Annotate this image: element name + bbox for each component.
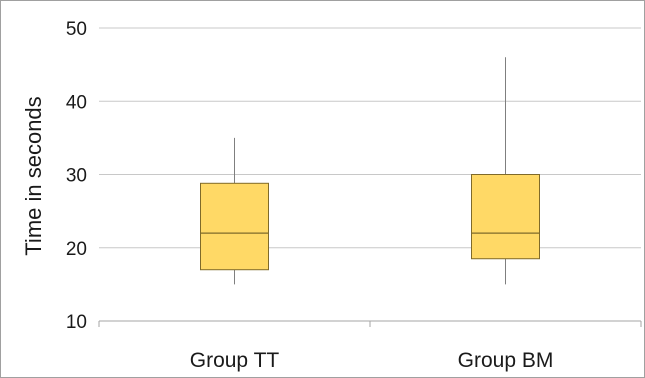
y-tick-label: 50	[66, 19, 87, 40]
y-tick-label: 30	[66, 166, 87, 187]
y-axis-title: Time in seconds	[21, 96, 46, 255]
y-tick-label: 40	[66, 92, 87, 113]
y-tick-label: 10	[66, 312, 87, 333]
grid-lines	[99, 27, 641, 249]
box-iqr	[471, 174, 540, 260]
box-iqr	[200, 182, 269, 271]
x-category-label: Group BM	[458, 349, 554, 372]
y-tick-label: 20	[66, 239, 87, 260]
axes	[98, 320, 642, 327]
labels: 10 20 30 40 50 Group TT Group BM	[66, 19, 553, 372]
boxes	[200, 57, 540, 285]
x-category-label: Group TT	[190, 349, 280, 372]
